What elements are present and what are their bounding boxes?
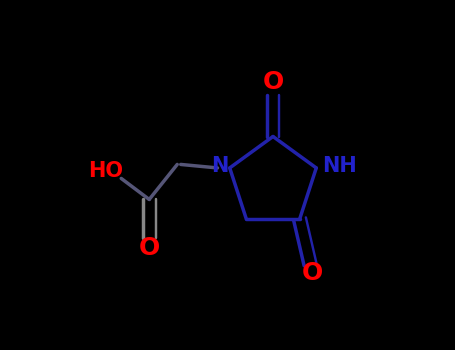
Text: O: O [301, 261, 323, 285]
Text: NH: NH [322, 156, 356, 176]
Text: N: N [211, 156, 228, 176]
Text: O: O [139, 237, 160, 260]
Text: O: O [263, 70, 283, 94]
Text: HO: HO [88, 161, 123, 181]
